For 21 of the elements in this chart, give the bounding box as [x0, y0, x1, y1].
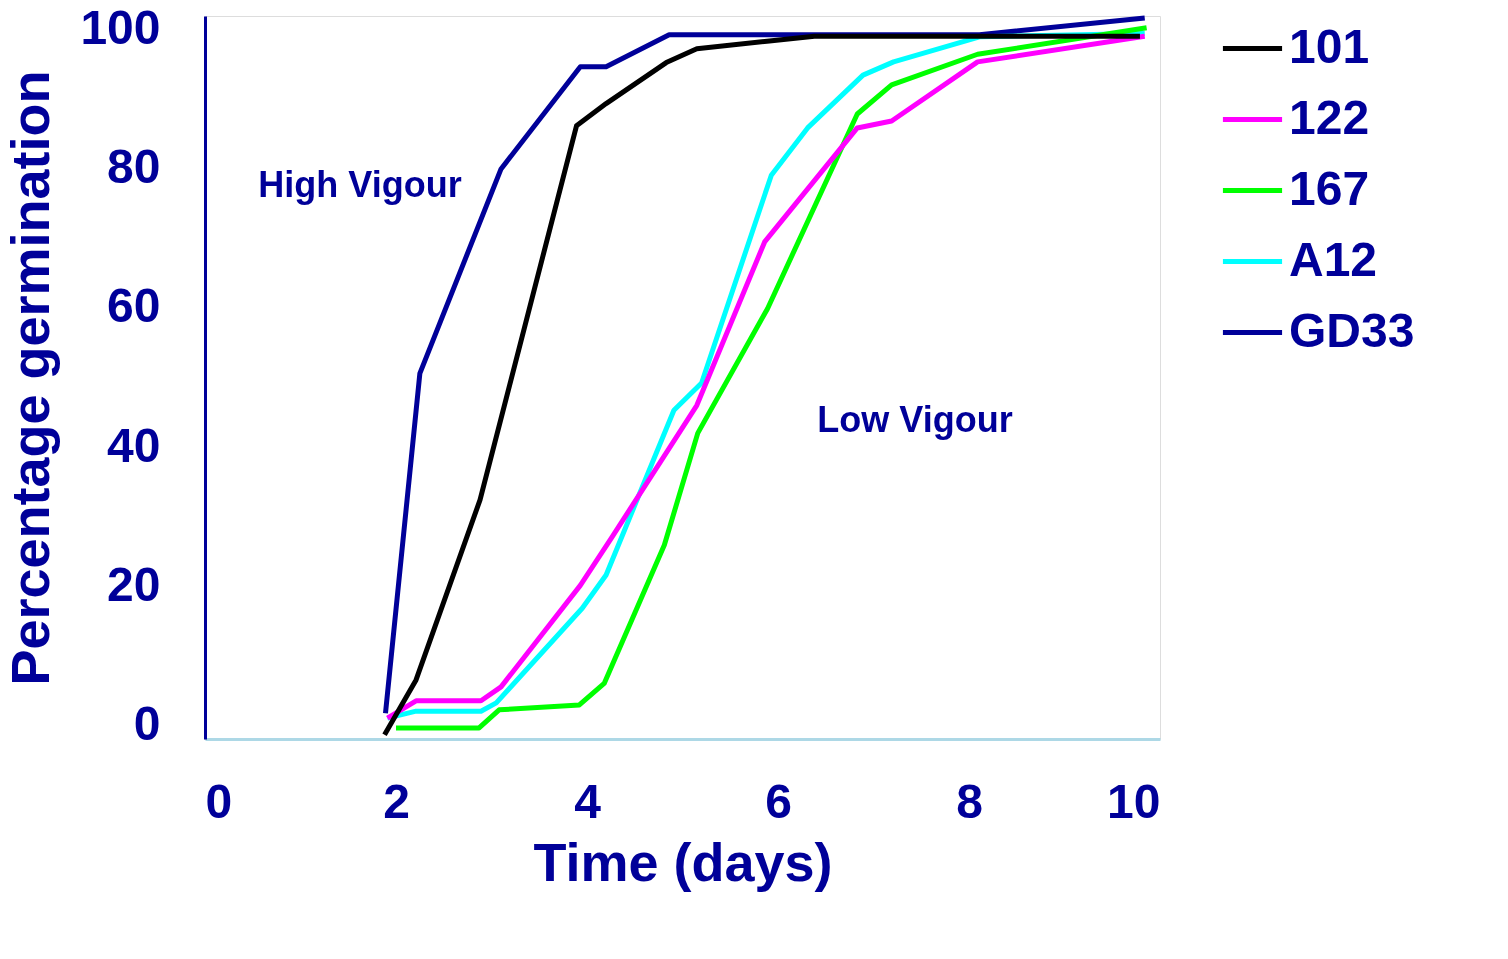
legend-label: A12: [1289, 232, 1378, 286]
legend-label: 101: [1289, 19, 1370, 73]
x-tick-label: 8: [956, 774, 983, 828]
y-tick-label: 40: [107, 418, 161, 472]
annotation: Low Vigour: [817, 399, 1013, 440]
x-tick-label: 10: [1107, 774, 1161, 828]
x-tick-label: 2: [383, 774, 410, 828]
legend-label: GD33: [1289, 303, 1415, 357]
legend-label: 167: [1289, 161, 1370, 215]
x-tick-label: 4: [574, 774, 602, 828]
x-axis-title: Time (days): [533, 831, 833, 892]
y-tick-label: 100: [80, 1, 161, 55]
legend-label: 122: [1289, 90, 1370, 144]
y-tick-label: 80: [107, 140, 161, 194]
x-tick-label: 6: [765, 774, 792, 828]
y-tick-label: 60: [107, 279, 161, 333]
y-tick-label: 0: [133, 696, 161, 750]
x-tick-label: 0: [205, 774, 233, 828]
y-axis-title: Percentage germination: [0, 70, 61, 686]
y-tick-label: 20: [107, 557, 161, 611]
annotation: High Vigour: [258, 164, 462, 205]
